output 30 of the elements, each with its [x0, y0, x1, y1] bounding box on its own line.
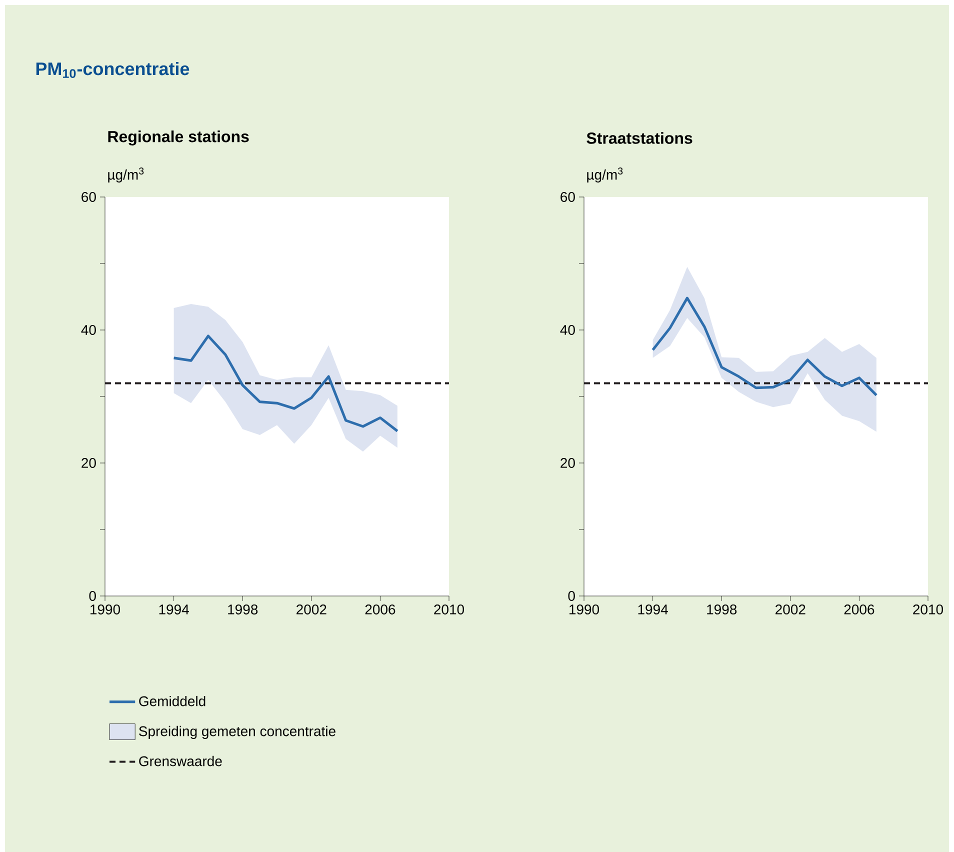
- x-tick-label: 1994: [159, 604, 189, 614]
- x-tick-label: 1994: [638, 604, 668, 614]
- text: Spreiding gemeten concentratie: [139, 726, 336, 739]
- y-tick-label: 60: [560, 192, 575, 202]
- x-tick-label: 2006: [844, 604, 874, 614]
- y-tick-label: 20: [82, 458, 96, 468]
- x-tick-label: 2002: [776, 604, 806, 614]
- y-tick-label: 60: [82, 192, 96, 202]
- x-tick-label: 2010: [913, 604, 944, 614]
- chart-subtitle: Straatstations: [586, 132, 692, 144]
- y-tick-label: 0: [89, 591, 96, 601]
- x-tick-label: 2006: [365, 604, 396, 614]
- chart-subtitle: Regionale stations: [108, 130, 249, 146]
- x-tick-label: 1998: [707, 604, 737, 614]
- y-tick-label: 40: [81, 325, 96, 335]
- x-tick-label: 2002: [296, 604, 326, 614]
- y-tick-label: 0: [568, 591, 575, 601]
- line-series: [652, 296, 878, 396]
- x-tick-label: 1990: [90, 604, 120, 614]
- y-tick-label: 20: [560, 458, 575, 468]
- y-tick-label: 40: [560, 325, 575, 335]
- x-tick-label: 2010: [434, 604, 464, 614]
- chart-title: PM$_{10}$-concentratie: [36, 62, 190, 78]
- x-tick-label: 1990: [570, 604, 600, 614]
- line-series: [172, 334, 399, 432]
- legend-label: Grenswaarde: [139, 756, 222, 766]
- y-axis-title: µg/m$^{3}$: [587, 168, 623, 182]
- legend-label: Gemiddeld: [139, 696, 206, 706]
- x-tick-label: 1998: [228, 604, 258, 614]
- y-axis-title: µg/m$^{3}$: [108, 168, 144, 182]
